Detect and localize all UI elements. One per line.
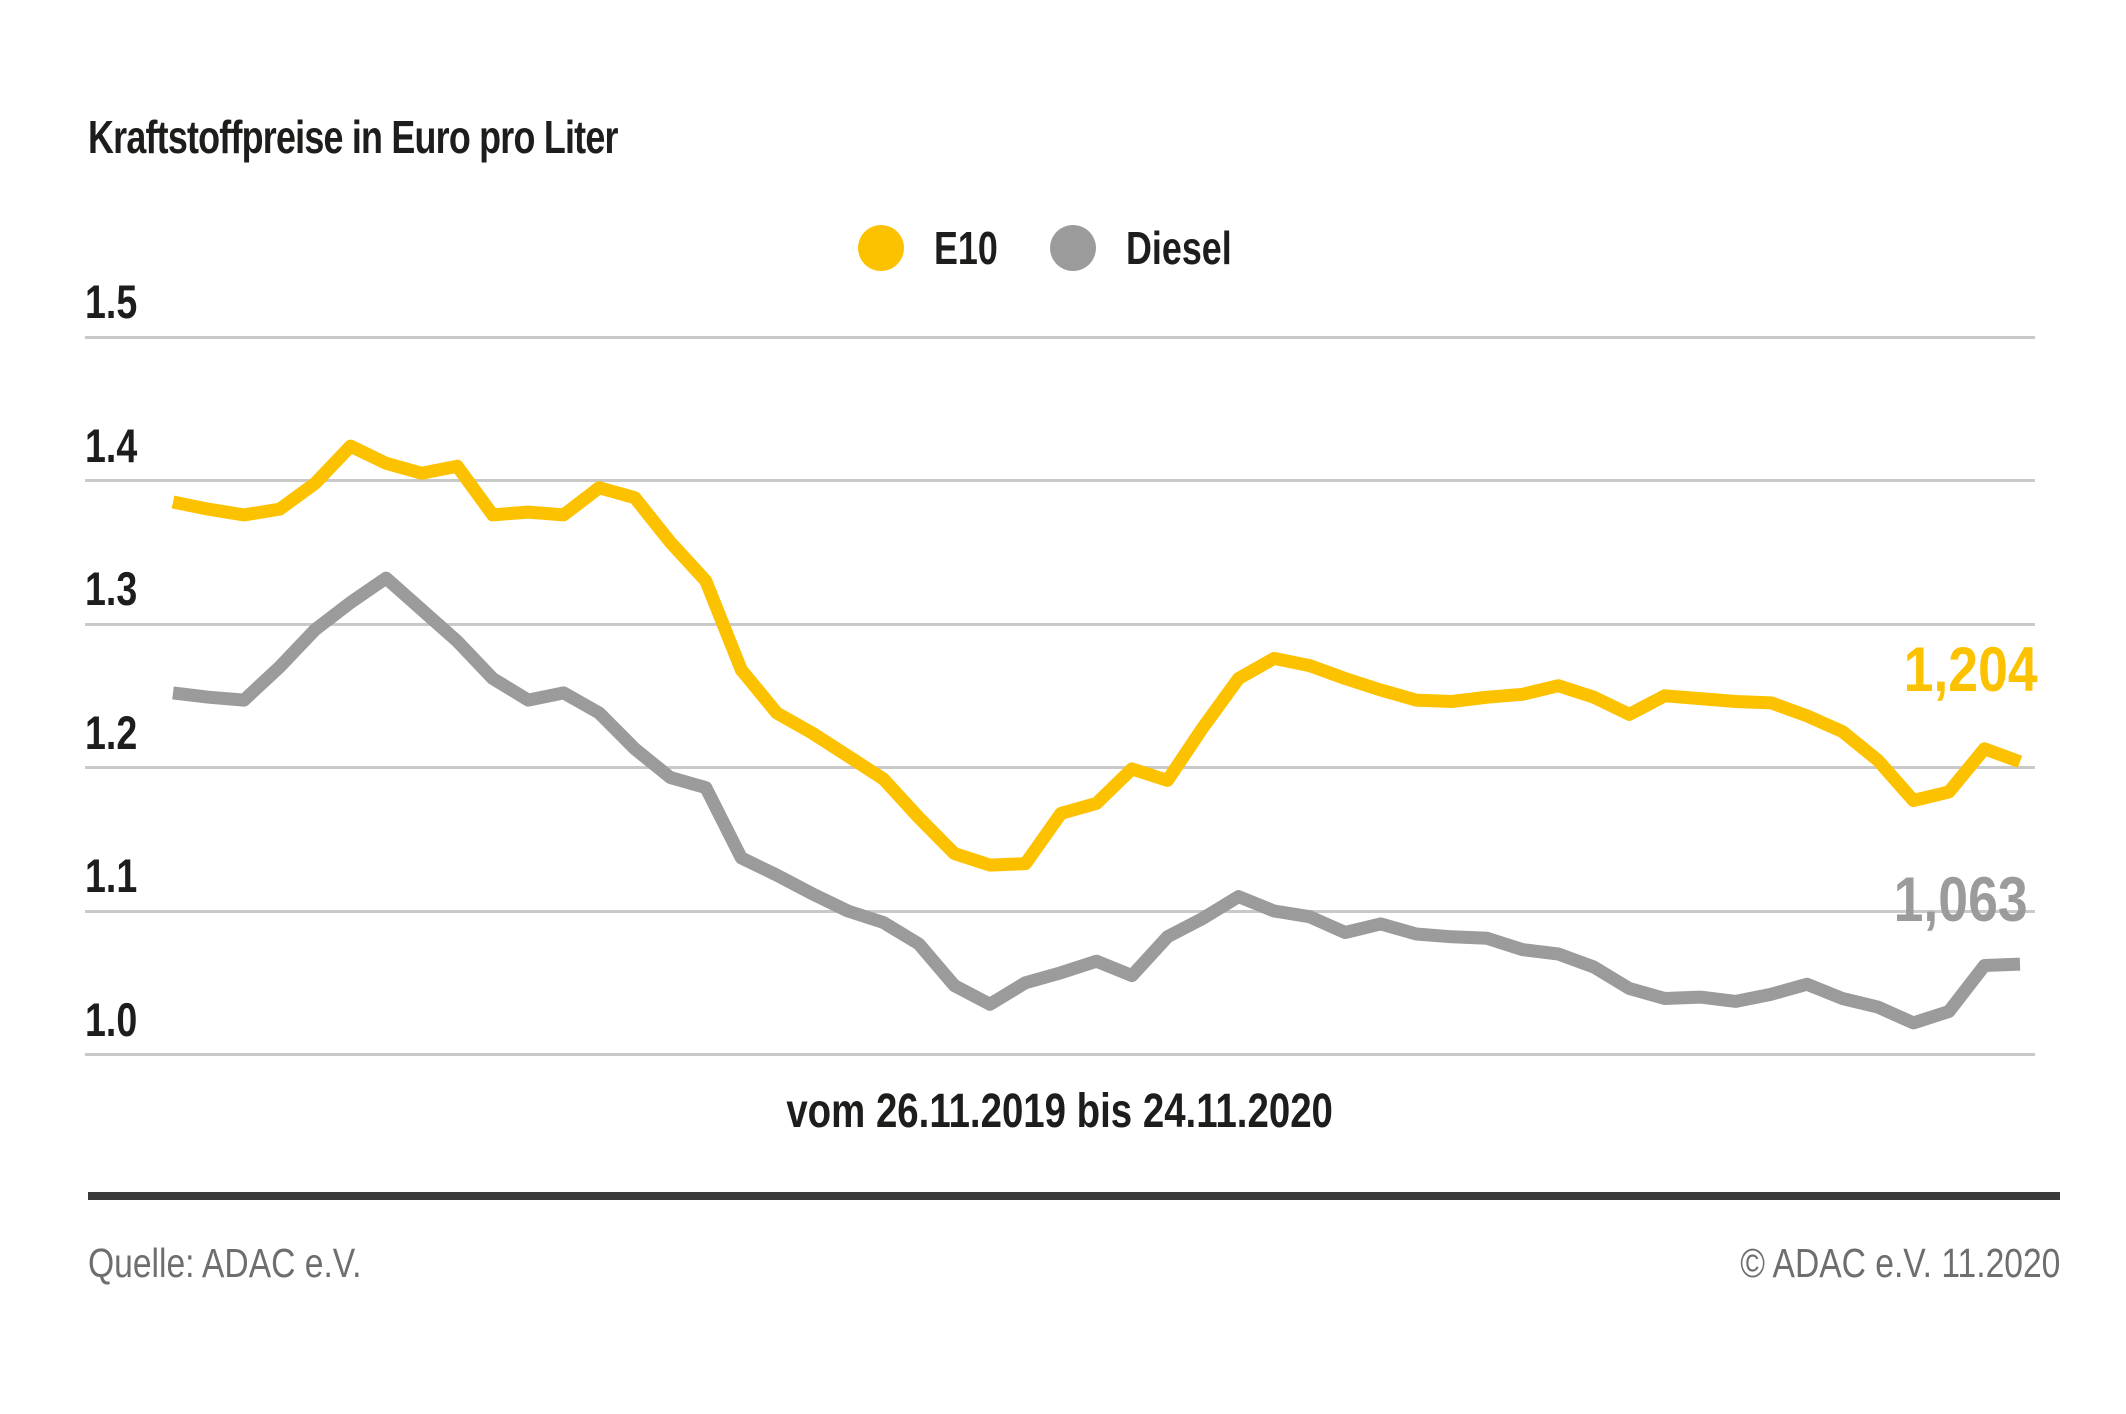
gridline [85, 622, 2035, 626]
y-axis-tick-label: 1.5 [85, 275, 138, 328]
e10-line [171, 439, 2023, 872]
y-axis-tick-label: 1.0 [85, 992, 138, 1046]
y-axis-tick-label: 1.2 [85, 705, 138, 759]
source-note: Quelle: ADAC e.V. [88, 1240, 362, 1286]
y-axis-tick-label: 1.4 [85, 418, 138, 472]
chart-title: Kraftstoffpreise in Euro pro Liter [88, 111, 618, 163]
diesel-value-label: 1,063 [1893, 865, 2028, 935]
y-axis-tick-label: 1.3 [85, 562, 138, 615]
gridline [85, 335, 2035, 339]
gridline [85, 479, 2035, 482]
e10-legend-label: E10 [934, 222, 999, 274]
x-axis-caption-row: vom 26.11.2019 bis 24.11.2020 [85, 1084, 2035, 1139]
copyright-note: © ADAC e.V. 11.2020 [1739, 1240, 2060, 1286]
chart-legend: E10 Diesel [85, 222, 2035, 274]
y-axis-tick-label: 1.1 [85, 849, 138, 902]
gridline [85, 1053, 2035, 1056]
e10-value-label: 1,204 [1903, 635, 2038, 705]
footer-divider [88, 1192, 2060, 1200]
legend-item-e10: E10 [858, 221, 1016, 275]
diesel-legend-dot [1050, 225, 1097, 271]
diesel-legend-label: Diesel [1126, 222, 1232, 274]
gridline [85, 766, 2035, 769]
diesel-line [172, 571, 2021, 1030]
gridline [85, 909, 2035, 913]
x-axis-caption: vom 26.11.2019 bis 24.11.2020 [786, 1085, 1334, 1138]
e10-legend-dot [858, 225, 905, 271]
legend-item-diesel: Diesel [1050, 221, 1262, 275]
